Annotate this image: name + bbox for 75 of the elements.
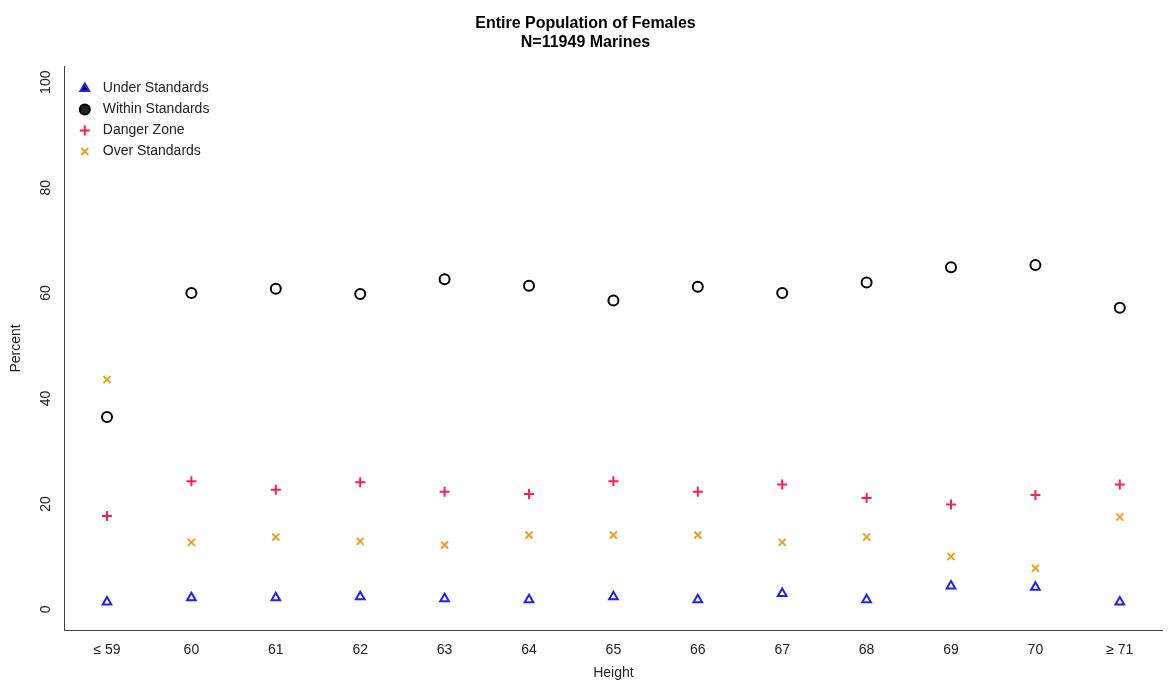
point — [1113, 478, 1126, 491]
point — [776, 478, 789, 491]
point — [946, 552, 956, 562]
point — [269, 483, 282, 496]
point — [185, 475, 198, 488]
point — [1115, 512, 1125, 522]
point — [186, 537, 196, 547]
x-tick-label: ≥ 71 — [1106, 640, 1134, 657]
x-tick-label: 64 — [521, 640, 537, 657]
point — [945, 261, 957, 274]
point — [1113, 301, 1126, 314]
x-tick-label: 62 — [352, 640, 369, 657]
legend-label: Over Standards — [102, 142, 201, 159]
x-tick-label: 66 — [690, 640, 706, 657]
point — [440, 540, 450, 550]
y-tick-label: 40 — [36, 390, 53, 407]
point — [523, 593, 535, 604]
point — [945, 498, 957, 511]
point — [777, 537, 787, 547]
point — [185, 287, 198, 300]
point — [186, 591, 197, 602]
y-axis-title: Percent — [7, 324, 24, 373]
point — [776, 287, 789, 300]
y-tick-label: 60 — [36, 285, 53, 301]
x-tick-label: ≤ 59 — [93, 640, 121, 657]
point — [608, 530, 618, 540]
point — [945, 580, 957, 590]
point — [693, 530, 703, 540]
x-tick-label: 70 — [1027, 640, 1044, 657]
point — [691, 280, 704, 293]
point — [354, 590, 366, 601]
point — [862, 532, 872, 542]
point — [269, 282, 282, 295]
point — [860, 276, 873, 289]
point — [101, 410, 113, 423]
point — [776, 587, 788, 597]
point — [692, 593, 704, 604]
point — [1030, 581, 1041, 591]
point — [101, 595, 113, 606]
point — [607, 475, 620, 488]
x-tick-label: 61 — [268, 640, 284, 657]
y-tick-label: 20 — [36, 495, 53, 512]
chart-subtitle: N=11949 Marines — [520, 33, 651, 51]
x-tick-label: 65 — [605, 640, 622, 657]
point — [439, 592, 450, 603]
x-tick-label: 67 — [774, 640, 791, 657]
point — [438, 273, 451, 286]
legend-label: Danger Zone — [102, 121, 185, 138]
point — [438, 485, 451, 498]
legend-label: Within Standards — [102, 100, 210, 117]
x-tick-label: 63 — [436, 640, 453, 657]
point — [1114, 595, 1126, 606]
x-axis-title: Height — [593, 664, 634, 681]
point — [524, 530, 534, 540]
point — [523, 279, 535, 292]
point — [1030, 563, 1040, 573]
point — [608, 590, 619, 601]
point — [355, 536, 365, 546]
y-tick-label: 100 — [36, 70, 53, 94]
point — [102, 374, 112, 385]
point — [1029, 259, 1042, 272]
point — [861, 593, 872, 604]
point — [354, 288, 367, 301]
chart-title: Entire Population of Females — [475, 14, 696, 32]
y-tick-label: 80 — [36, 179, 53, 196]
x-tick-label: 69 — [943, 640, 959, 657]
point — [354, 476, 367, 489]
point — [691, 485, 704, 498]
point — [607, 294, 620, 307]
legend-label: Under Standards — [102, 79, 209, 96]
x-tick-label: 60 — [183, 640, 200, 657]
y-tick-label: 0 — [36, 605, 53, 614]
point — [271, 532, 281, 542]
x-tick-label: 68 — [858, 640, 875, 657]
point — [270, 591, 282, 602]
